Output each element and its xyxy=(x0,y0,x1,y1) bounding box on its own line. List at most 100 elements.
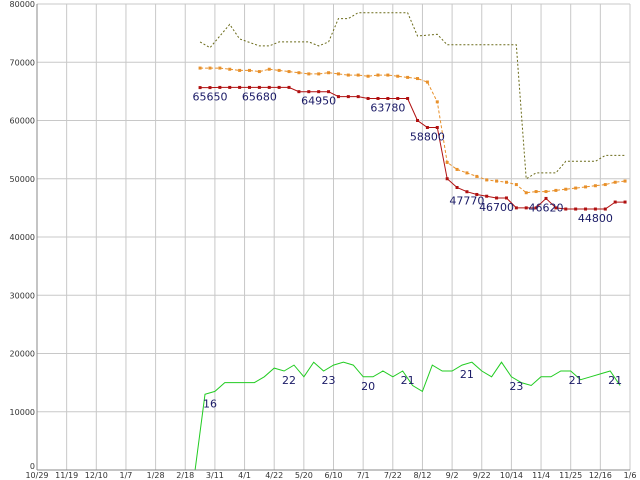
data-point-avg xyxy=(574,186,578,190)
data-label: 47770 xyxy=(449,195,484,208)
data-point-avg xyxy=(267,67,271,71)
x-tick-label: 2/18 xyxy=(176,471,194,480)
x-tick-label: 7/1 xyxy=(357,471,370,480)
x-tick-label: 7/22 xyxy=(384,471,402,480)
data-point-avg xyxy=(287,70,291,74)
data-label: 23 xyxy=(322,374,336,387)
data-point-avg xyxy=(603,183,607,187)
data-point-low xyxy=(297,90,301,94)
series-layer xyxy=(37,12,627,471)
x-tick-label: 1/7 xyxy=(120,471,133,480)
data-point-low xyxy=(435,125,439,129)
data-label: 58800 xyxy=(410,130,445,143)
x-tick-label: 12/10 xyxy=(85,471,108,480)
data-point-avg xyxy=(218,66,222,70)
x-tick-label: 5/20 xyxy=(295,471,313,480)
x-tick-label: 4/22 xyxy=(265,471,283,480)
data-label: 46700 xyxy=(479,201,514,214)
data-point-low xyxy=(504,196,508,200)
data-label: 22 xyxy=(282,374,296,387)
data-point-avg xyxy=(228,67,232,71)
data-point-low xyxy=(346,95,350,99)
data-point-low xyxy=(317,90,321,94)
data-point-low xyxy=(247,85,251,89)
x-tick-label: 6/10 xyxy=(325,471,343,480)
data-point-avg xyxy=(465,171,469,175)
x-tick-label: 1/28 xyxy=(147,471,165,480)
data-point-avg xyxy=(406,75,410,79)
data-point-low xyxy=(396,96,400,100)
data-point-avg xyxy=(524,191,528,195)
y-tick-label: 70000 xyxy=(10,58,35,67)
data-label: 65680 xyxy=(242,90,277,103)
data-point-avg xyxy=(356,73,360,77)
data-point-avg xyxy=(514,183,518,187)
data-point-avg xyxy=(307,72,311,76)
data-point-avg xyxy=(475,174,479,178)
y-tick-label: 10000 xyxy=(10,408,35,417)
y-tick-label: 50000 xyxy=(10,175,35,184)
grid xyxy=(36,3,631,471)
data-label: 65650 xyxy=(192,91,227,104)
data-point-low xyxy=(613,200,617,204)
data-point-avg xyxy=(198,66,202,70)
data-point-avg xyxy=(208,66,212,70)
data-point-avg xyxy=(425,80,429,84)
data-point-low xyxy=(267,85,271,89)
data-point-avg xyxy=(336,72,340,76)
data-point-low xyxy=(603,207,607,211)
data-point-avg xyxy=(584,185,588,189)
data-label: 46620 xyxy=(528,201,563,214)
series-line-avg xyxy=(200,67,626,194)
data-point-avg xyxy=(495,179,499,183)
data-point-avg xyxy=(238,68,242,72)
data-label: 23 xyxy=(509,380,523,393)
axis-layer: 0 10000 20000 30000 40000 50000 60000 70000 8000… xyxy=(10,0,637,480)
data-point-low xyxy=(564,207,568,211)
data-point-low xyxy=(376,96,380,100)
data-point-avg xyxy=(257,70,261,74)
data-point-avg xyxy=(613,180,617,184)
x-tick-label: 9/2 xyxy=(446,471,459,480)
data-point-low xyxy=(366,96,370,100)
data-point-low xyxy=(228,85,232,89)
data-point-low xyxy=(356,95,360,99)
data-point-low xyxy=(495,196,499,200)
y-tick-label: 0 xyxy=(30,462,35,471)
x-tick-label: 11/19 xyxy=(55,471,78,480)
data-point-avg xyxy=(327,71,331,75)
data-point-low xyxy=(277,85,281,89)
x-tick-label: 3/11 xyxy=(206,471,224,480)
data-point-low xyxy=(475,192,479,196)
data-point-avg xyxy=(485,178,489,182)
data-point-avg xyxy=(386,73,390,77)
y-tick-label: 30000 xyxy=(10,291,35,300)
data-point-low xyxy=(455,185,459,189)
x-tick-label: 11/25 xyxy=(559,471,582,480)
data-label: 64950 xyxy=(301,95,336,108)
data-point-avg xyxy=(593,184,597,188)
data-point-low xyxy=(524,206,528,210)
data-label: 21 xyxy=(401,374,415,387)
x-tick-label: 11/4 xyxy=(532,471,550,480)
data-point-low xyxy=(623,200,627,204)
data-point-avg xyxy=(455,167,459,171)
x-tick-label: 9/22 xyxy=(473,471,491,480)
data-point-low xyxy=(485,194,489,198)
data-point-low xyxy=(336,95,340,99)
data-point-avg xyxy=(544,190,548,194)
data-point-low xyxy=(406,96,410,100)
data-point-low xyxy=(198,86,202,90)
data-point-low xyxy=(465,190,469,194)
data-point-low xyxy=(593,207,597,211)
data-point-low xyxy=(416,119,420,122)
data-point-low xyxy=(554,206,558,210)
data-label: 63780 xyxy=(370,101,405,114)
data-point-avg xyxy=(396,74,400,78)
data-point-low xyxy=(574,207,578,211)
data-point-low xyxy=(208,86,212,90)
data-point-avg xyxy=(366,74,370,78)
